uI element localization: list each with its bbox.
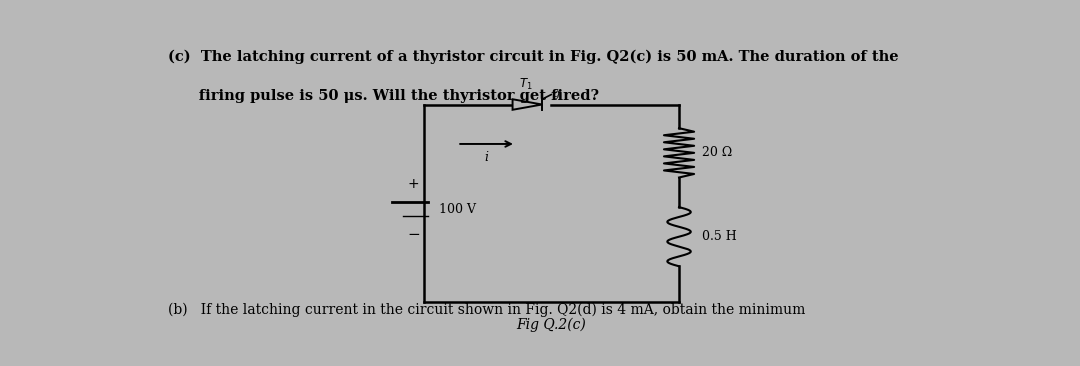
Text: Fig Q.2(c): Fig Q.2(c): [516, 317, 586, 332]
Text: +: +: [408, 177, 419, 191]
Text: −: −: [407, 227, 420, 242]
Text: 0.5 H: 0.5 H: [702, 230, 738, 243]
Text: 100 V: 100 V: [438, 202, 476, 216]
Text: (c)  The latching current of a thyristor circuit in Fig. Q2(c) is 50 mA. The dur: (c) The latching current of a thyristor …: [168, 49, 900, 64]
Text: $T_1$: $T_1$: [518, 77, 532, 92]
Text: g: g: [553, 89, 561, 99]
Text: (b)   If the latching current in the circuit shown in Fig. Q2(d) is 4 mA, obtain: (b) If the latching current in the circu…: [168, 303, 806, 317]
Text: i: i: [485, 151, 488, 164]
Text: firing pulse is 50 μs. Will the thyristor get fired?: firing pulse is 50 μs. Will the thyristo…: [168, 89, 599, 103]
Text: 20 Ω: 20 Ω: [702, 146, 732, 159]
